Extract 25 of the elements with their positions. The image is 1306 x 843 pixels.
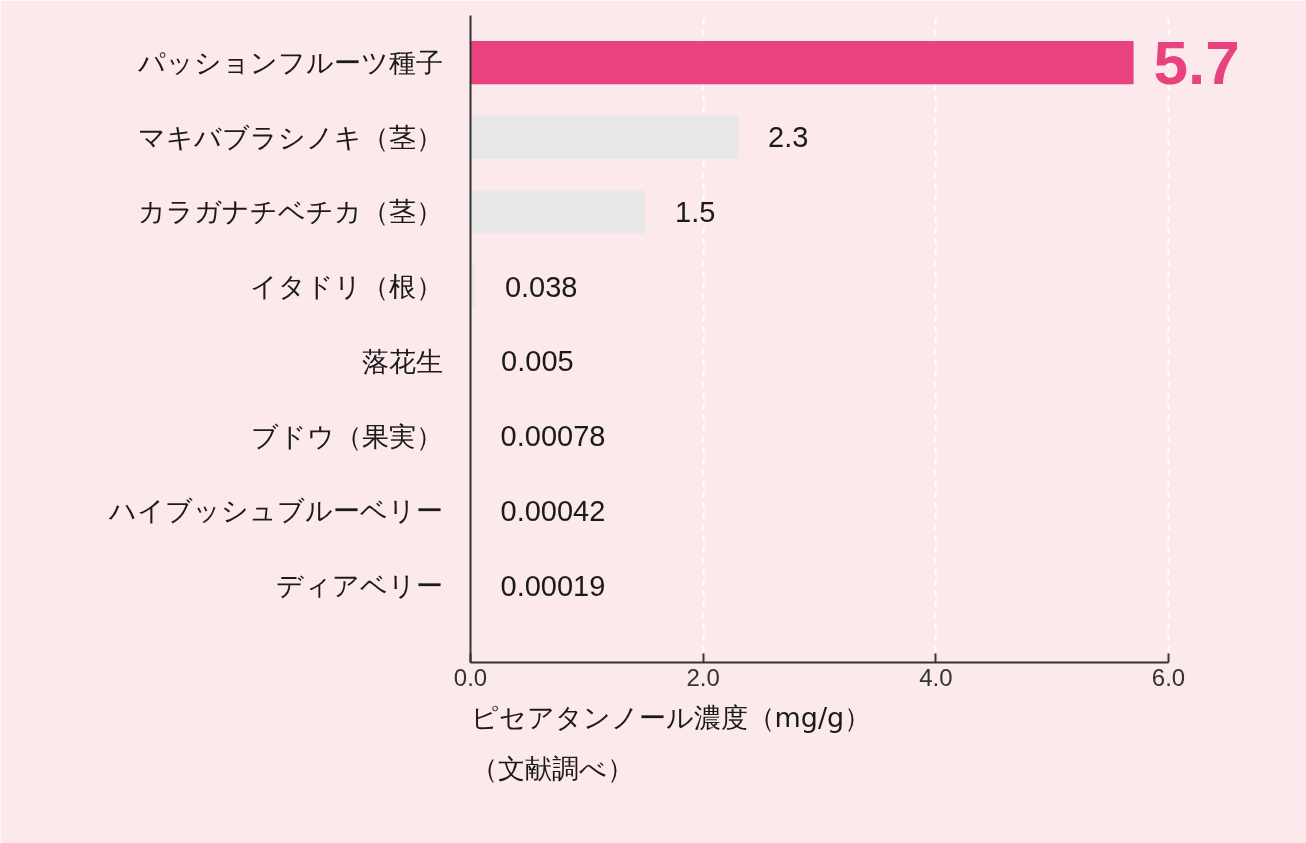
bar bbox=[470, 115, 739, 159]
bar bbox=[470, 40, 1134, 85]
data-label: 0.00019 bbox=[500, 569, 606, 602]
y-tick-label: 落花生 bbox=[361, 345, 443, 377]
data-label: 0.038 bbox=[504, 270, 578, 303]
y-tick-label: カラガナチベチカ（茎） bbox=[137, 196, 443, 228]
x-axis-title: ピセアタンノール濃度（mg/g） bbox=[470, 701, 872, 733]
x-tick-label: 0.0 bbox=[453, 663, 488, 691]
text: （文献調べ） bbox=[470, 752, 634, 784]
data-label: 5.7 bbox=[1153, 27, 1240, 97]
bar bbox=[470, 190, 645, 234]
y-tick-label: ディアベリー bbox=[275, 570, 443, 602]
x-tick-label: 2.0 bbox=[686, 663, 720, 691]
data-label: 0.00078 bbox=[500, 420, 606, 453]
data-label: 0.005 bbox=[501, 345, 574, 378]
y-tick-label: ブドウ（果実） bbox=[250, 420, 443, 452]
y-tick-label: パッションフルーツ種子 bbox=[136, 47, 443, 79]
x-tick-label: 4.0 bbox=[919, 663, 953, 691]
y-tick-label: イタドリ（根） bbox=[249, 271, 443, 303]
data-label: 1.5 bbox=[675, 195, 716, 228]
y-tick-label: ハイブッシュブルーベリー bbox=[107, 495, 443, 527]
x-tick-label: 6.0 bbox=[1151, 663, 1186, 691]
data-label: 0.00042 bbox=[500, 494, 606, 527]
y-tick-label: マキバブラシノキ（茎） bbox=[137, 121, 443, 153]
data-label: 2.3 bbox=[768, 121, 809, 154]
